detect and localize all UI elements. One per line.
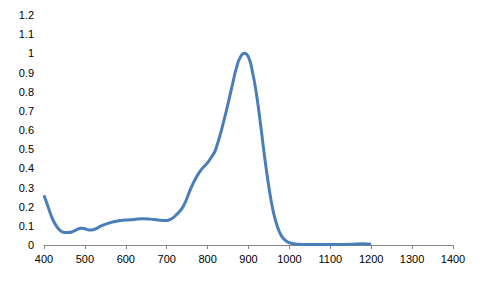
svg-text:0.2: 0.2 bbox=[19, 201, 34, 213]
svg-text:0.6: 0.6 bbox=[19, 124, 34, 136]
svg-text:0.4: 0.4 bbox=[19, 162, 34, 174]
svg-text:1100: 1100 bbox=[318, 253, 342, 265]
svg-text:1: 1 bbox=[28, 47, 34, 59]
svg-text:1400: 1400 bbox=[441, 253, 465, 265]
svg-text:0: 0 bbox=[28, 239, 34, 251]
svg-text:1200: 1200 bbox=[359, 253, 383, 265]
svg-text:0.7: 0.7 bbox=[19, 105, 34, 117]
svg-text:0.9: 0.9 bbox=[19, 67, 34, 79]
svg-text:1300: 1300 bbox=[400, 253, 424, 265]
svg-text:900: 900 bbox=[239, 253, 257, 265]
svg-text:800: 800 bbox=[198, 253, 216, 265]
svg-text:700: 700 bbox=[158, 253, 176, 265]
svg-text:1.1: 1.1 bbox=[19, 28, 34, 40]
svg-text:400: 400 bbox=[35, 253, 53, 265]
svg-text:0.8: 0.8 bbox=[19, 86, 34, 98]
svg-text:0.3: 0.3 bbox=[19, 182, 34, 194]
svg-text:1000: 1000 bbox=[277, 253, 301, 265]
svg-text:600: 600 bbox=[117, 253, 135, 265]
svg-text:500: 500 bbox=[76, 253, 94, 265]
svg-text:0.1: 0.1 bbox=[19, 220, 34, 232]
svg-text:1.2: 1.2 bbox=[19, 9, 34, 21]
svg-text:0.5: 0.5 bbox=[19, 143, 34, 155]
